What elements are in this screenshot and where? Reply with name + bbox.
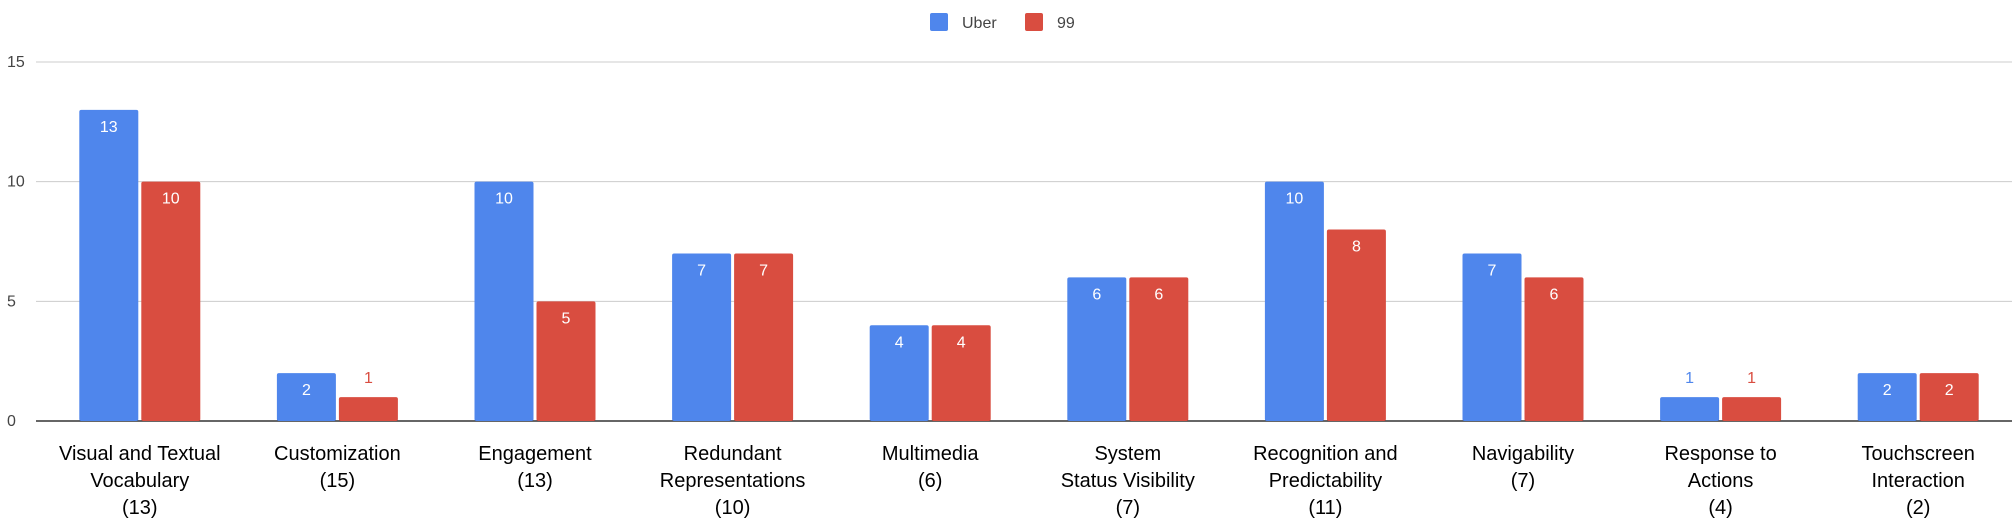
data-label: 10 (1286, 191, 1304, 208)
data-label: 2 (1883, 382, 1892, 399)
bar-uber (672, 253, 732, 421)
category-label: Representations (660, 470, 806, 492)
bars (79, 109, 1979, 421)
y-tick-label: 0 (7, 413, 16, 430)
legend-label: 99 (1057, 15, 1075, 32)
data-label: 4 (957, 334, 966, 351)
category-label: Engagement (478, 443, 592, 465)
bar-uber (1462, 253, 1522, 421)
y-axis-ticks: 0 5 10 15 (7, 54, 25, 430)
bar-uber (1264, 181, 1324, 421)
data-label: 7 (697, 262, 706, 279)
data-label: 6 (1154, 286, 1163, 303)
category-label: (11) (1308, 497, 1342, 519)
data-label: 2 (1945, 382, 1954, 399)
data-label: 6 (1092, 286, 1101, 303)
category-label: (7) (1116, 497, 1140, 519)
category-label: Redundant (684, 443, 782, 465)
bar-uber (79, 109, 139, 421)
bar-ninety-nine (1919, 373, 1979, 421)
y-tick-label: 10 (7, 174, 25, 191)
bar-ninety-nine (1722, 397, 1782, 421)
data-label: 1 (1747, 370, 1756, 387)
x-axis-labels: Visual and Textual Vocabulary (13) Customiz… (59, 443, 1975, 519)
legend-label: Uber (962, 15, 997, 32)
category-label: (6) (918, 470, 942, 492)
legend-swatch (1025, 13, 1043, 31)
bar-ninety-nine (338, 397, 398, 421)
category-label: Vocabulary (90, 470, 189, 492)
data-label: 10 (162, 191, 180, 208)
data-label: 4 (895, 334, 904, 351)
data-label: 7 (759, 262, 768, 279)
category-label: (10) (715, 497, 751, 519)
bar-uber (474, 181, 534, 421)
data-label: 2 (302, 382, 311, 399)
category-label: (15) (320, 470, 356, 492)
bar-ninety-nine (141, 181, 201, 421)
category-label: System (1094, 443, 1161, 465)
category-label: (4) (1708, 497, 1732, 519)
bar-uber (1067, 277, 1127, 421)
category-label: Recognition and (1253, 443, 1398, 465)
category-label: Customization (274, 443, 401, 465)
data-label: 7 (1488, 262, 1497, 279)
data-label: 13 (100, 119, 118, 136)
category-label: (7) (1511, 470, 1535, 492)
category-label: Interaction (1872, 470, 1965, 492)
y-tick-label: 5 (7, 293, 16, 310)
legend-swatch (930, 13, 948, 31)
category-label: Multimedia (882, 443, 980, 465)
bar-uber (1660, 397, 1720, 421)
y-tick-label: 15 (7, 54, 25, 71)
category-label: (13) (517, 470, 553, 492)
category-label: Actions (1688, 470, 1754, 492)
bar-ninety-nine (734, 253, 794, 421)
category-label: Navigability (1472, 443, 1574, 465)
bar-ninety-nine (1326, 229, 1386, 421)
category-label: Status Visibility (1061, 470, 1195, 492)
bar-ninety-nine (1129, 277, 1189, 421)
bar-ninety-nine (1524, 277, 1584, 421)
data-label: 8 (1352, 239, 1361, 256)
data-label: 5 (562, 310, 571, 327)
bar-uber (1857, 373, 1917, 421)
data-labels: 13 10 2 1 10 5 7 7 4 4 6 6 10 8 7 6 1 1 2 2 (100, 119, 1954, 399)
bar-uber (869, 325, 929, 421)
gridlines (36, 61, 2012, 422)
category-label: Response to (1664, 443, 1776, 465)
data-label: 6 (1550, 286, 1559, 303)
category-label: (2) (1906, 497, 1930, 519)
category-label: Predictability (1269, 470, 1382, 492)
data-label: 1 (364, 370, 373, 387)
bar-ninety-nine (931, 325, 991, 421)
bar-ninety-nine (536, 301, 596, 421)
bar-uber (276, 373, 336, 421)
category-label: Touchscreen (1861, 443, 1974, 465)
data-label: 10 (495, 191, 513, 208)
category-label: Visual and Textual (59, 443, 221, 465)
legend: Uber 99 (930, 13, 1075, 32)
category-label: (13) (122, 497, 158, 519)
data-label: 1 (1685, 370, 1694, 387)
